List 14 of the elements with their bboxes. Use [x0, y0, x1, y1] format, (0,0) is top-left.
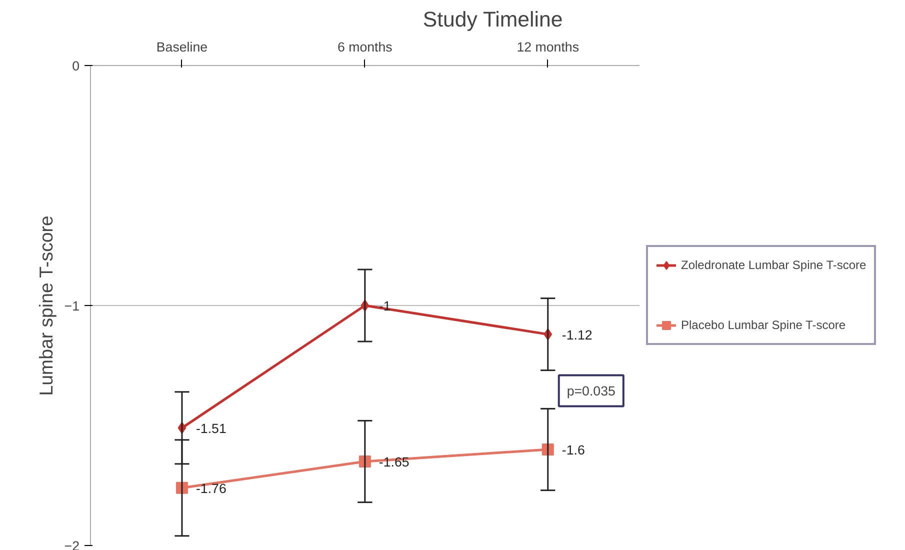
- chart-title: Study Timeline: [422, 8, 563, 32]
- x-tick-label: 12 months: [516, 40, 580, 54]
- annotation: p=0.035: [566, 383, 616, 398]
- y-tick-label: 0: [72, 58, 80, 74]
- legend-label: Placebo Lumbar Spine T-score: [681, 318, 846, 332]
- y-tick-label: −1: [64, 298, 80, 314]
- data-label: -1.6: [562, 442, 585, 458]
- data-label: -1.12: [562, 327, 592, 342]
- y-axis-title: Lumbar spine T-score: [35, 216, 56, 396]
- x-tick-label: Baseline: [156, 40, 208, 54]
- data-label: -1.76: [196, 480, 226, 496]
- legend-label: Zoledronate Lumbar Spine T-score: [681, 258, 866, 272]
- data-label: -1.51: [196, 420, 226, 436]
- x-tick-label: 6 months: [338, 40, 393, 54]
